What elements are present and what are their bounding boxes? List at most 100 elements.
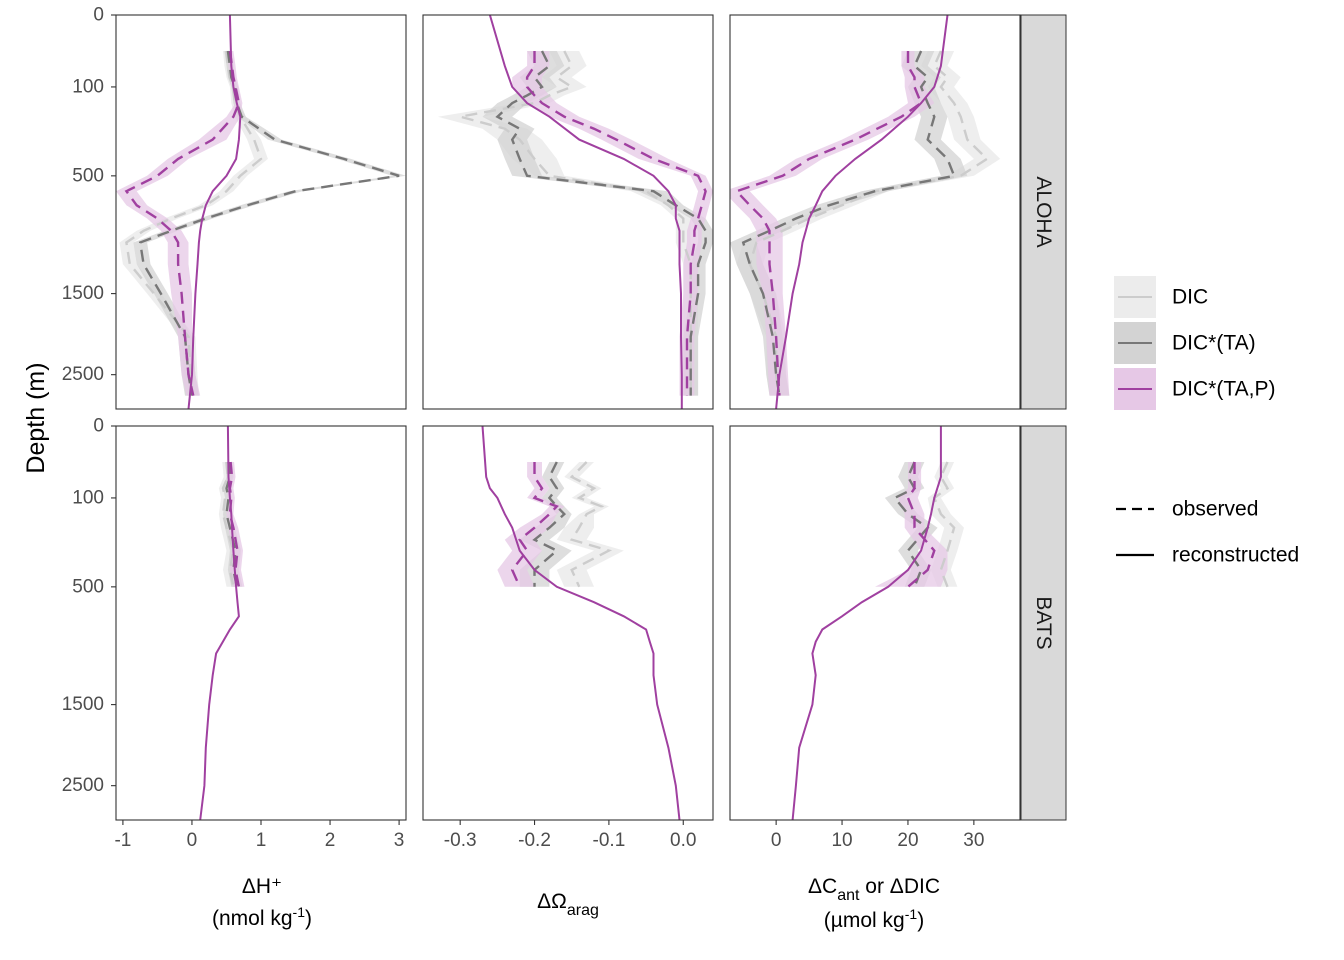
x-tick-label-dh-3: 2 bbox=[325, 830, 336, 851]
x-title-dc-sub-line: (µmol kg-1) bbox=[824, 906, 924, 932]
x-tick-label-dh-4: 3 bbox=[394, 830, 405, 851]
x-tick-label-dh-2: 1 bbox=[256, 830, 267, 851]
panel-content-aloha-dc bbox=[730, 15, 1001, 409]
panel-content-bats-dc bbox=[791, 426, 964, 820]
x-title-dc-sub: ant bbox=[837, 887, 860, 904]
legend: DIC DIC*(TA) DIC*(TA,P) observed reconst… bbox=[1114, 276, 1299, 567]
legend-label-reconstructed: reconstructed bbox=[1172, 544, 1299, 567]
observed-line-bats-domega-dic-ta-p- bbox=[510, 462, 559, 588]
legend-label-dic-ta-p: DIC*(TA,P) bbox=[1172, 378, 1275, 401]
legend-item-dic: DIC bbox=[1114, 276, 1208, 318]
panel-border-aloha-dh bbox=[115, 14, 407, 410]
y-tick-label-aloha-2500: 2500 bbox=[62, 364, 104, 385]
observed-line-bats-domega-dic-ta- bbox=[532, 461, 567, 587]
x-tick-label-dh-0: -1 bbox=[114, 830, 131, 851]
ribbon-bats-dc-dic-ta-p- bbox=[875, 462, 948, 587]
x-tick-label-domega-3: 0.0 bbox=[670, 830, 696, 851]
y-tick-label-bats-100: 100 bbox=[72, 487, 104, 508]
legend-label-observed: observed bbox=[1172, 498, 1258, 521]
x-title-dc-units: (µmol kg bbox=[824, 909, 905, 932]
reconstructed-line-bats-domega-dic-ta-p- bbox=[481, 426, 681, 820]
observed-line-aloha-dh-dic-ta- bbox=[138, 50, 400, 396]
x-title-dc-close: ) bbox=[917, 909, 924, 932]
panel-content-aloha-domega bbox=[437, 15, 713, 409]
observed-line-bats-dh-dic-ta-p- bbox=[228, 461, 241, 588]
panel-aloha-domega bbox=[422, 14, 714, 410]
x-axis-title-dh: ΔH⁺ (nmol kg-1) bbox=[212, 875, 312, 930]
legend-item-reconstructed: reconstructed bbox=[1116, 544, 1299, 567]
legend-item-dic-ta-p: DIC*(TA,P) bbox=[1114, 368, 1275, 410]
observed-line-aloha-domega-dic-ta-p- bbox=[525, 51, 707, 396]
legend-item-dic-ta: DIC*(TA) bbox=[1114, 322, 1256, 364]
panel-content-aloha-dh bbox=[116, 15, 406, 409]
panel-bg-bats-dh bbox=[116, 426, 406, 820]
observed-line-bats-domega-dic bbox=[569, 461, 613, 588]
ribbon-aloha-dh-dic-ta- bbox=[133, 51, 406, 396]
x-tick-label-dc-0: 0 bbox=[771, 830, 782, 851]
ribbon-bats-domega-dic bbox=[556, 462, 624, 587]
ribbon-bats-dh-dic-ta-p- bbox=[226, 462, 245, 587]
panel-border-bats-domega bbox=[422, 425, 714, 821]
x-tick-label-domega-2: -0.1 bbox=[593, 830, 626, 851]
strip-aloha: ALOHA bbox=[1020, 14, 1067, 410]
reconstructed-line-aloha-domega-dic-ta-p- bbox=[488, 15, 683, 409]
x-tick-label-domega-0: -0.3 bbox=[444, 830, 477, 851]
x-title-dh-sub: (nmol kg-1) bbox=[212, 904, 312, 930]
panel-bats-dc bbox=[729, 425, 1021, 821]
x-title-domega: ΔΩarag bbox=[537, 890, 599, 919]
x-title-domega-main: ΔΩ bbox=[537, 890, 567, 913]
x-title-dh-sub-text: (nmol kg bbox=[212, 907, 293, 930]
observed-line-aloha-dc-dic-ta- bbox=[741, 50, 956, 396]
x-tick-label-dh-1: 0 bbox=[187, 830, 198, 851]
observed-line-bats-dc-dic bbox=[932, 461, 956, 588]
ribbon-aloha-dh-dic-ta-p- bbox=[116, 51, 243, 396]
panels-layer bbox=[115, 14, 1021, 821]
panel-bats-dh bbox=[115, 425, 407, 821]
x-title-dh-sup: -1 bbox=[293, 904, 306, 920]
panel-content-bats-dh bbox=[199, 426, 245, 820]
x-tick-label-domega-1: -0.2 bbox=[518, 830, 551, 851]
y-tick-label-bats-2500: 2500 bbox=[62, 775, 104, 796]
x-title-dc-a: ΔC bbox=[808, 875, 837, 898]
x-title-dc-sup: -1 bbox=[905, 906, 918, 922]
reconstructed-line-aloha-dc-dic-ta-p- bbox=[775, 15, 949, 409]
y-axis-title: Depth (m) bbox=[22, 362, 50, 473]
ribbon-bats-dc-dic-ta- bbox=[884, 462, 938, 587]
observed-line-aloha-domega-dic bbox=[459, 50, 692, 396]
reconstructed-line-aloha-dh-dic-ta-p- bbox=[187, 15, 242, 409]
y-tick-label-aloha-0: 0 bbox=[93, 5, 104, 26]
strip-label-aloha: ALOHA bbox=[1032, 176, 1055, 247]
y-tick-label-aloha-1500: 1500 bbox=[62, 283, 104, 304]
ribbon-bats-domega-dic-ta-p- bbox=[497, 462, 565, 587]
x-title-dh-main: ΔH⁺ bbox=[242, 875, 282, 898]
legend-label-dic-ta: DIC*(TA) bbox=[1172, 332, 1256, 355]
y-tick-label-aloha-100: 100 bbox=[72, 76, 104, 97]
x-tick-label-dc-1: 10 bbox=[831, 830, 852, 851]
panel-border-bats-dc bbox=[729, 425, 1021, 821]
x-axis-title-domega: ΔΩarag bbox=[537, 890, 599, 919]
panel-aloha-dc bbox=[729, 14, 1021, 410]
panel-border-aloha-domega bbox=[422, 14, 714, 410]
x-title-dc-main: ΔCant or ΔDIC bbox=[808, 875, 940, 904]
panel-content-bats-domega bbox=[481, 426, 681, 820]
x-tick-label-dc-2: 20 bbox=[897, 830, 918, 851]
panel-border-aloha-dc bbox=[729, 14, 1021, 410]
observed-line-bats-dh-dic bbox=[221, 461, 235, 588]
y-tick-label-aloha-500: 500 bbox=[72, 165, 104, 186]
observed-line-aloha-domega-dic-ta- bbox=[495, 50, 707, 396]
legend-label-dic: DIC bbox=[1172, 286, 1208, 309]
y-tick-label-bats-0: 0 bbox=[93, 416, 104, 437]
panel-aloha-dh bbox=[115, 14, 407, 410]
x-title-domega-sub: arag bbox=[567, 902, 599, 919]
x-title-dc-b: or ΔDIC bbox=[859, 875, 940, 898]
panel-bg-bats-dc bbox=[730, 426, 1020, 820]
observed-line-aloha-dh-dic-ta-p- bbox=[124, 50, 241, 396]
panel-bats-domega bbox=[422, 425, 714, 821]
ribbon-aloha-dc-dic-ta-p- bbox=[730, 51, 935, 396]
x-axis-title-dc: ΔCant or ΔDIC (µmol kg-1) bbox=[808, 875, 940, 932]
reconstructed-line-bats-dc-dic-ta-p- bbox=[791, 426, 942, 820]
strip-bats: BATS bbox=[1020, 425, 1067, 821]
legend-item-observed: observed bbox=[1116, 498, 1258, 521]
